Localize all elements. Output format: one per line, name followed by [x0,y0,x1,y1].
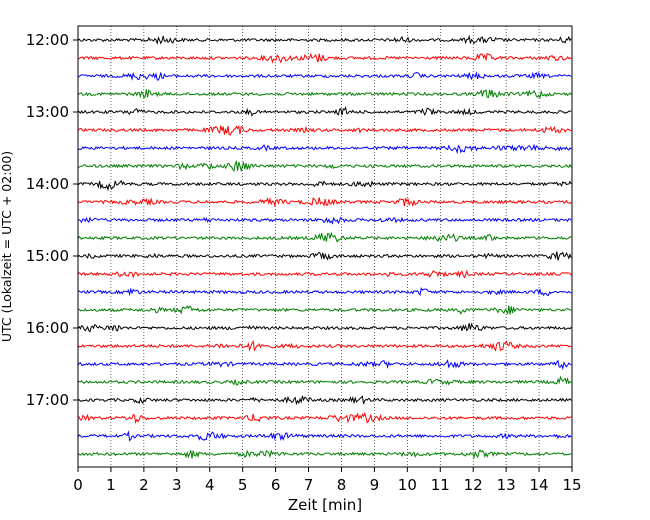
seismic-trace [77,449,572,460]
seismic-trace [77,340,572,352]
x-tick-label: 11 [431,476,450,494]
x-tick-label: 8 [337,476,347,494]
x-tick-label: 1 [106,476,116,494]
x-tick-label: 3 [172,476,182,494]
y-tick-label: 13:00 [26,103,69,121]
seismic-trace [77,143,572,155]
x-tick-label: 12 [464,476,483,494]
x-axis-label: Zeit [min] [288,496,362,514]
y-axis: 12:00 13:00 14:00 15:00 16:00 17:00 [26,31,78,409]
seismic-trace [77,159,572,173]
seismic-trace [77,412,572,425]
y-tick-label: 15:00 [26,247,69,265]
seismic-trace [77,375,572,386]
x-tick-label: 6 [271,476,281,494]
seismic-trace [77,179,572,192]
x-tick-label: 13 [497,476,516,494]
seismic-trace [77,359,572,371]
seismic-trace [77,322,572,333]
x-tick-label: 5 [238,476,248,494]
x-tick-label: 15 [562,476,581,494]
seismic-trace [77,305,572,315]
plot-frame [77,25,573,468]
seismic-trace [77,269,572,279]
y-axis-label: UTC (Lokalzeit = UTC + 02:00) [0,151,14,342]
x-tick-label: 7 [304,476,314,494]
x-tick-label: 0 [73,476,83,494]
seismic-trace [77,196,572,208]
y-tick-label: 14:00 [26,175,69,193]
grid-lines [110,26,540,467]
y-tick-label: 16:00 [26,319,69,337]
seismic-trace [77,231,572,243]
x-tick-label: 2 [139,476,149,494]
y-tick-label: 12:00 [26,31,69,49]
seismic-trace [77,251,572,261]
y-tick-label: 17:00 [26,391,69,409]
seismic-traces [77,34,572,460]
x-tick-label: 4 [205,476,215,494]
seismic-trace [77,52,572,64]
x-tick-label: 14 [530,476,549,494]
seismic-trace [77,395,572,406]
seismic-trace [77,71,572,81]
seismic-trace [77,287,572,297]
seismic-trace [77,216,572,225]
seismic-trace [77,124,572,136]
seismic-trace [77,34,572,46]
x-axis: 0 1 2 3 4 5 6 7 8 9 10 11 12 13 14 15 [73,467,582,494]
seismic-trace [77,89,572,100]
x-tick-label: 10 [398,476,417,494]
seismic-trace [77,106,572,117]
x-tick-label: 9 [370,476,380,494]
seismic-trace [77,430,572,442]
